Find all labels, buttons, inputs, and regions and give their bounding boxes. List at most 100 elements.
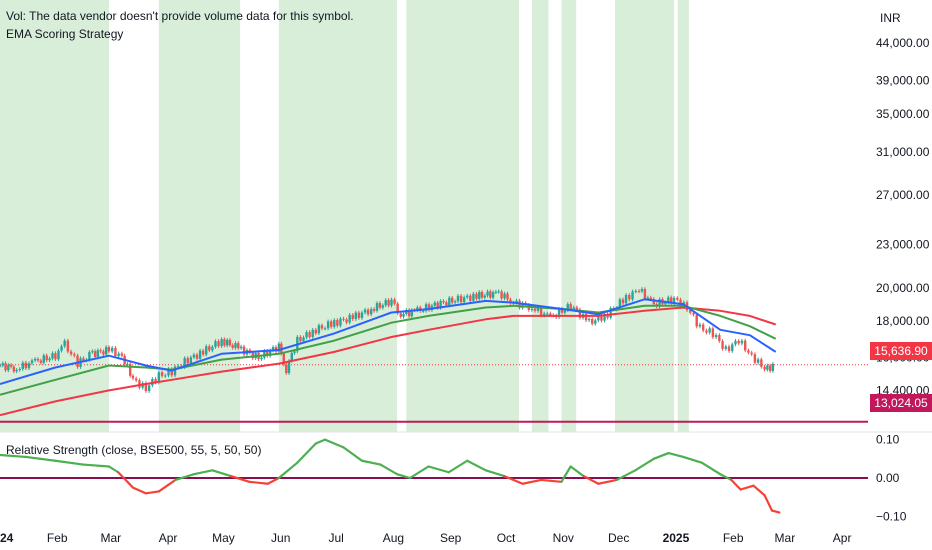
rs-line-segment: [314, 438, 327, 445]
candle-body: [676, 297, 679, 300]
candle-body: [459, 295, 463, 303]
price-tick-label: 20,000.00: [876, 281, 930, 295]
candle-body: [354, 312, 358, 320]
time-tick-label: Apr: [159, 531, 178, 545]
time-axis[interactable]: 2024 Feb Mar Apr May Jun Jul Aug Sep Oct Nov Dec 202…: [0, 531, 851, 545]
candle-body: [768, 365, 772, 371]
candle-body: [546, 313, 549, 315]
ema-slow-line: [0, 306, 777, 417]
rs-line-segment: [615, 469, 637, 482]
time-tick-label: Apr: [833, 531, 852, 545]
candle-body: [48, 358, 51, 361]
rs-line-segment: [569, 465, 585, 478]
rs-line-segment: [192, 469, 214, 476]
candle-body: [753, 354, 757, 363]
candle-body: [82, 358, 85, 361]
ema-mid-line: [0, 304, 777, 396]
rs-legend[interactable]: Relative Strength (close, BSE500, 55, 5,…: [6, 443, 262, 457]
candle-body: [711, 328, 715, 338]
candle-body: [7, 364, 10, 371]
candle-body: [177, 366, 180, 368]
candle-body: [381, 305, 385, 308]
rs-line-segment: [719, 473, 733, 482]
candle-body: [384, 299, 387, 306]
candle-body: [542, 313, 546, 316]
candle-body: [509, 299, 512, 303]
candle-body: [740, 340, 744, 344]
time-tick-label: Feb: [723, 531, 744, 545]
candle-body: [234, 343, 237, 348]
candle-body: [157, 372, 161, 383]
candle-body: [173, 366, 177, 376]
highlight-band: [614, 0, 675, 432]
currency-label[interactable]: INR: [880, 11, 901, 25]
candle-body: [718, 335, 721, 342]
rs-axis[interactable]: 0.10 0.00 −0.10: [876, 433, 907, 524]
candle-body: [628, 295, 631, 300]
candle-body: [640, 289, 644, 292]
time-tick-label: Jul: [328, 531, 343, 545]
price-axis[interactable]: 44,000.00 39,000.00 35,000.00 31,000.00 27,0…: [876, 36, 930, 398]
time-tick-label: May: [212, 531, 235, 545]
candle-body: [643, 289, 647, 299]
highlight-band: [278, 0, 398, 432]
rs-line-segment: [342, 446, 364, 462]
candle-body: [494, 291, 498, 293]
candle-body: [271, 347, 275, 351]
highlight-band: [531, 0, 549, 432]
rs-line-segment: [379, 463, 399, 476]
candle-body: [147, 385, 151, 391]
candle-body: [363, 309, 367, 313]
rs-line-segment: [229, 474, 251, 483]
candle-body: [489, 291, 492, 298]
candle-body: [600, 315, 603, 321]
candle-body: [621, 299, 625, 304]
candle-body: [21, 362, 24, 370]
candle-body: [299, 336, 302, 342]
candle-body: [433, 302, 436, 306]
candle-body: [734, 340, 737, 345]
price-tick-label: 44,000.00: [876, 36, 930, 50]
candle-body: [448, 297, 451, 306]
candle-body: [225, 339, 229, 346]
candle-body: [483, 295, 486, 298]
candle-body: [407, 310, 411, 317]
candle-body: [372, 309, 376, 311]
candle-body: [591, 319, 594, 324]
candle-body: [724, 346, 727, 349]
candle-body: [323, 328, 327, 330]
rs-line-segment: [763, 494, 774, 512]
candle-body: [466, 295, 469, 298]
strategy-legend[interactable]: EMA Scoring Strategy: [6, 27, 124, 41]
time-tick-label: 2024: [0, 531, 14, 545]
candle-body: [766, 365, 769, 370]
candle-body: [251, 352, 254, 359]
candle-body: [260, 357, 263, 360]
price-tick-label: 35,000.00: [876, 107, 930, 121]
candle-body: [491, 292, 495, 298]
rs-line-segment: [144, 490, 160, 495]
candle-body: [282, 353, 285, 365]
candle-body: [120, 353, 124, 356]
candle-body: [293, 351, 296, 353]
candle-body: [4, 363, 7, 371]
candle-body: [475, 293, 478, 299]
candle-body: [566, 304, 569, 311]
candle-body: [285, 364, 288, 374]
rs-line-segment: [266, 476, 280, 485]
rs-line-segment: [521, 478, 543, 485]
candle-body: [539, 307, 543, 316]
candle-body: [563, 310, 567, 313]
candle-body: [451, 297, 454, 303]
candle-body: [416, 307, 419, 311]
candle-body: [69, 351, 73, 355]
candle-body: [569, 304, 572, 310]
candle-body: [51, 353, 54, 359]
candle-body: [33, 358, 37, 361]
candle-body: [557, 308, 561, 318]
candle-body: [410, 310, 414, 317]
candle-body: [506, 293, 509, 300]
candle-body: [375, 303, 379, 311]
candle-body: [649, 297, 653, 300]
